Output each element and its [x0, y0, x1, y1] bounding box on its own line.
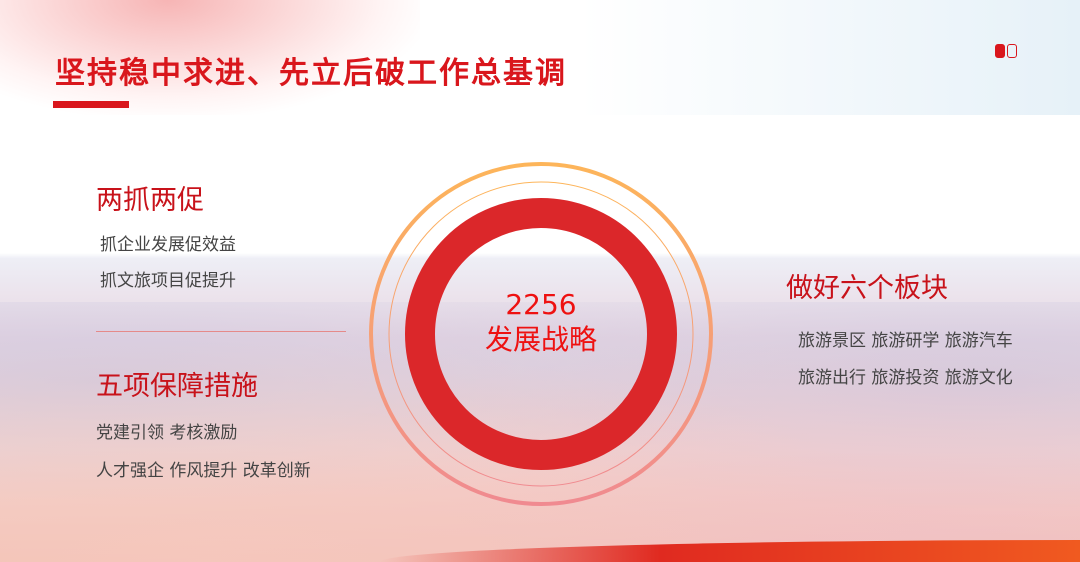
- center-number: 2256: [505, 288, 577, 321]
- left-bottom-item: 人才强企 作风提升 改革创新: [96, 461, 311, 481]
- red-ring: [405, 198, 677, 470]
- flag-decoration: [0, 0, 420, 115]
- divider: [96, 331, 346, 332]
- slide-indicator: [995, 44, 1017, 58]
- right-item: 旅游出行 旅游投资 旅游文化: [798, 368, 1013, 388]
- mountain-background: [0, 302, 1080, 562]
- left-top-item: 抓文旅项目促提升: [100, 271, 236, 291]
- center-text: 发展战略: [484, 323, 597, 356]
- outer-ring: [369, 162, 713, 506]
- left-top-item: 抓企业发展促效益: [100, 235, 236, 255]
- left-bottom-item: 党建引领 考核激励: [96, 423, 238, 443]
- right-heading: 做好六个板块: [786, 273, 948, 304]
- right-item: 旅游景区 旅游研学 旅游汽车: [798, 331, 1013, 351]
- thin-ring: [388, 181, 694, 487]
- left-bottom-heading: 五项保障措施: [96, 371, 258, 402]
- center-label: 2256 发展战略: [441, 288, 641, 358]
- slide-title: 坚持稳中求进、先立后破工作总基调: [55, 56, 567, 91]
- title-underline: [53, 101, 129, 108]
- left-top-heading: 两抓两促: [96, 185, 204, 216]
